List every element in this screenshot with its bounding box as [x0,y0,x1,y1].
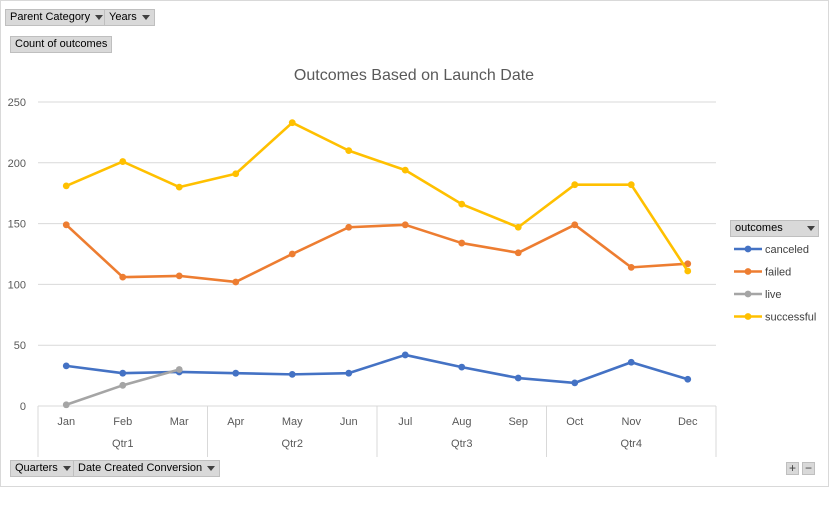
series-line-canceled [66,353,689,385]
data-point-successful [458,200,466,208]
legend: canceled failed live successful [734,244,816,324]
legend-label: canceled [765,244,809,256]
x-tick-label: Jan [57,416,75,428]
x-tick-label: May [282,416,303,428]
values-field-button[interactable]: Count of outcomes [10,36,113,53]
y-axis: 0 50 100 150 200 250 [8,97,26,413]
data-point-failed [175,272,183,280]
legend-swatch-marker [744,268,752,275]
expand-field-button[interactable]: + [786,462,799,475]
data-point-canceled [514,374,522,382]
plus-icon: + [788,461,796,475]
y-tick-label: 250 [8,97,26,109]
data-point-successful [175,183,183,191]
x-tick-label: Nov [621,416,641,428]
data-point-failed [232,278,240,286]
data-point-canceled [401,351,409,359]
x-axis: Jan Feb Mar Apr May Jun Jul Aug Sep Oct Nov Dec Qtr1… [37,405,717,457]
data-point-successful [571,181,579,189]
data-point-failed [514,249,522,257]
legend-label: live [765,289,782,301]
data-point-failed [627,263,635,271]
legend-swatch-marker [744,313,752,320]
data-point-canceled [345,369,353,377]
x-tick-label: Feb [113,416,132,428]
parent-category-filter-label: Parent Category [10,11,91,23]
x-tick-label: Oct [566,416,583,428]
data-point-live [62,401,70,409]
data-point-failed [684,260,692,268]
data-point-live [119,381,127,389]
data-point-canceled [288,370,296,378]
x-group-label: Qtr2 [282,438,303,450]
chevron-down-icon [62,465,71,471]
data-point-successful [627,181,635,189]
outcomes-legend-filter-label: outcomes [735,222,783,234]
x-group-label: Qtr4 [621,438,642,450]
x-tick-label: Apr [227,416,244,428]
legend-label: failed [765,267,791,279]
date-created-axis-button[interactable]: Date Created Conversion [73,460,221,477]
data-point-failed [288,250,296,258]
quarters-axis-button[interactable]: Quarters [10,460,76,477]
data-point-successful [119,158,127,165]
x-group-label: Qtr1 [112,438,133,450]
chart-title: Outcomes Based on Launch Date [294,67,534,84]
series-line-successful [65,121,689,272]
data-point-canceled [684,375,692,383]
x-tick-label: Mar [170,416,189,428]
x-tick-label: Aug [452,416,472,428]
data-point-canceled [458,363,466,371]
data-point-successful [288,119,296,127]
chevron-down-icon [141,14,150,20]
y-tick-label: 150 [8,219,26,231]
data-point-successful [345,147,353,155]
legend-label: successful [765,312,816,324]
data-point-successful [232,170,240,178]
chevron-down-icon [207,465,216,471]
data-point-successful [62,182,70,190]
minus-icon: − [804,461,812,475]
years-filter-button[interactable]: Years [104,9,155,26]
parent-category-filter-button[interactable]: Parent Category [5,9,109,26]
plot-area [62,119,692,409]
y-tick-label: 200 [8,158,26,170]
data-point-live [175,366,183,373]
legend-swatch-marker [744,290,752,298]
x-tick-label: Sep [508,416,528,428]
outcomes-legend-filter-button[interactable]: outcomes [730,220,819,237]
data-point-failed [401,221,409,229]
chevron-down-icon [95,14,104,20]
legend-swatch-marker [744,245,752,253]
years-filter-label: Years [109,11,137,23]
data-point-failed [458,239,466,247]
values-field-label: Count of outcomes [15,38,108,50]
data-point-canceled [119,369,127,377]
data-point-canceled [571,379,579,387]
data-point-canceled [627,358,635,366]
y-tick-label: 100 [8,279,26,291]
y-tick-label: 0 [20,401,26,413]
chevron-down-icon [806,225,815,231]
quarters-axis-label: Quarters [15,462,58,474]
gridlines [38,101,716,346]
data-point-canceled [232,369,240,377]
data-point-successful [401,166,409,174]
y-tick-label: 50 [14,340,26,352]
x-tick-label: Jun [340,416,358,428]
data-point-failed [571,221,579,229]
collapse-field-button[interactable]: − [802,462,815,475]
date-created-axis-label: Date Created Conversion [78,462,203,474]
x-group-label: Qtr3 [451,438,472,450]
x-tick-label: Jul [398,416,412,428]
data-point-successful [514,223,522,231]
data-point-failed [119,273,127,281]
data-point-failed [62,221,70,229]
data-point-failed [345,223,353,231]
series-line-failed [65,223,688,284]
x-tick-label: Dec [678,416,698,428]
data-point-successful [684,267,692,275]
data-point-canceled [62,362,70,370]
